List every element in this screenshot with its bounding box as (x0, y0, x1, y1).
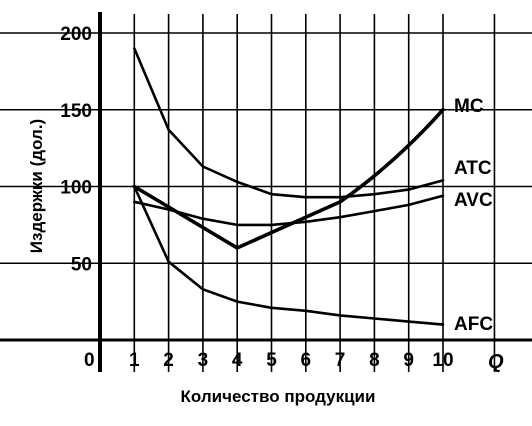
x-tick-label-4: 4 (232, 350, 243, 371)
origin-label: 0 (84, 350, 95, 371)
x-tick-label-7: 7 (335, 350, 346, 371)
y-tick-label-150: 150 (60, 101, 92, 122)
series-label-mc: MC (454, 96, 484, 117)
axes (0, 12, 532, 372)
x-tick-label-5: 5 (266, 350, 277, 371)
series-line-mc (132, 107, 445, 250)
y-tick-label-100: 100 (60, 178, 92, 199)
x-tick-label-2: 2 (163, 350, 174, 371)
series-label-afc: AFC (454, 314, 493, 335)
y-axis-label: Издержки (дол.) (27, 119, 46, 253)
series-label-avc: AVC (454, 190, 493, 211)
x-tick-label-1: 1 (129, 350, 140, 371)
y-tick-label-200: 200 (60, 24, 92, 45)
y-tick-label-50: 50 (71, 254, 92, 275)
series-labels: MC ATC AVC AFC (454, 96, 493, 335)
tick-labels: 1 2 3 4 5 6 7 8 9 10 50 100 150 200 (60, 24, 453, 371)
x-tick-label-3: 3 (198, 350, 209, 371)
x-tick-label-6: 6 (301, 350, 312, 371)
series-lines (132, 47, 445, 326)
series-line-atc (133, 47, 445, 199)
x-tick-label-8: 8 (369, 350, 380, 371)
series-label-atc: ATC (454, 158, 492, 179)
x-tick-label-9: 9 (403, 350, 414, 371)
x-axis-symbol: Q (488, 351, 504, 373)
series-line-afc (133, 185, 445, 326)
series-line-avc (133, 194, 445, 227)
x-tick-label-10: 10 (432, 350, 453, 371)
x-axis-label: Количество продукции (181, 387, 376, 406)
